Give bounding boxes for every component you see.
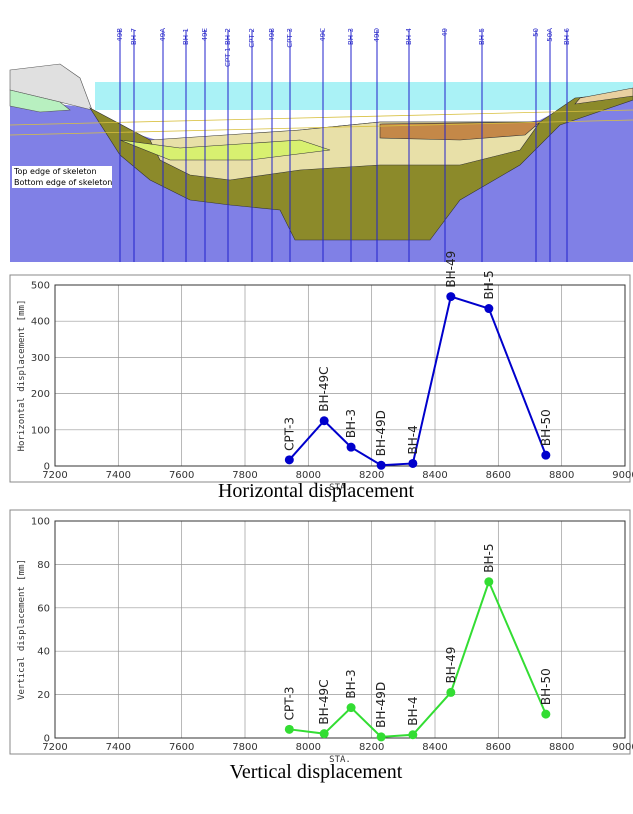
x-tick-label: 7400: [106, 470, 131, 481]
data-point: [484, 577, 493, 586]
y-axis-title: Vertical displacement [mm]: [17, 559, 27, 700]
data-point: [285, 455, 294, 464]
x-tick-label: 7800: [232, 742, 257, 753]
point-label: BH-5: [482, 544, 496, 573]
point-label: BH-49D: [374, 410, 388, 456]
x-tick-label: 7600: [169, 470, 194, 481]
borehole-label: 49: [441, 28, 449, 37]
borehole-label: BH-7: [130, 28, 138, 45]
water: [95, 82, 633, 110]
y-tick-label: 60: [37, 603, 50, 614]
borehole-label: 49C: [319, 28, 327, 42]
x-tick-label: 8600: [486, 742, 511, 753]
x-tick-label: 7400: [106, 742, 131, 753]
y-tick-label: 300: [31, 353, 50, 364]
point-label: BH-49: [444, 647, 458, 684]
data-point: [408, 459, 417, 468]
point-label: BH-50: [539, 409, 553, 446]
x-tick-label: 8600: [486, 470, 511, 481]
borehole-label: BH-3: [347, 28, 355, 45]
y-tick-label: 80: [37, 560, 50, 571]
point-label: BH-3: [344, 669, 358, 698]
x-tick-label: 8400: [422, 470, 447, 481]
page: {"section": {"boreholes": ["49B", "BH-7"…: [0, 0, 633, 814]
point-label: CPT-3: [282, 687, 296, 721]
borehole-label: 49B: [268, 28, 276, 42]
data-point: [377, 461, 386, 470]
borehole-label: BH-6: [563, 27, 571, 45]
y-axis-title: Horizontal displacement [mm]: [17, 300, 27, 452]
borehole-label: 49A: [159, 28, 167, 42]
x-tick-label: 8800: [549, 470, 574, 481]
y-tick-label: 100: [31, 517, 50, 528]
data-point: [484, 304, 493, 313]
borehole-label: 49B: [116, 28, 124, 42]
caption: Vertical displacement: [230, 761, 403, 783]
y-tick-label: 20: [37, 690, 50, 701]
point-label: BH-5: [482, 270, 496, 299]
skeleton-top-label: Top edge of skeleton: [13, 167, 97, 176]
figure: Top edge of skeleton Bottom edge of skel…: [0, 0, 633, 814]
skeleton-bottom-label: Bottom edge of skeleton: [14, 178, 112, 187]
caption: Horizontal displacement: [218, 480, 414, 502]
data-point: [408, 730, 417, 739]
y-tick-label: 40: [37, 647, 50, 658]
data-point: [320, 416, 329, 425]
borehole-label: BH-4: [405, 27, 413, 45]
data-point: [347, 703, 356, 712]
borehole-label: CPT-1 BH-2: [224, 28, 232, 67]
y-tick-label: 200: [31, 389, 50, 400]
borehole-label: CPT-3: [286, 28, 294, 48]
y-tick-label: 0: [44, 734, 50, 745]
y-tick-label: 500: [31, 281, 50, 292]
data-point: [446, 292, 455, 301]
point-label: CPT-3: [282, 417, 296, 451]
y-tick-label: 400: [31, 317, 50, 328]
data-point: [541, 451, 550, 460]
data-point: [377, 732, 386, 741]
borehole-label: 50: [532, 28, 540, 37]
borehole-label: 49D: [373, 28, 381, 42]
point-label: BH-4: [406, 425, 420, 454]
point-label: BH-49D: [374, 682, 388, 728]
point-label: BH-49C: [317, 679, 331, 724]
point-label: BH-49: [444, 251, 458, 288]
x-tick-label: 8800: [549, 742, 574, 753]
cross-section: Top edge of skeleton Bottom edge of skel…: [10, 27, 633, 262]
data-point: [347, 443, 356, 452]
point-label: BH-49C: [317, 367, 331, 412]
y-tick-label: 0: [44, 462, 50, 473]
data-point: [446, 688, 455, 697]
x-tick-label: 7600: [169, 742, 194, 753]
borehole-label: CPT-2: [248, 28, 256, 48]
x-tick-label: 8200: [359, 742, 384, 753]
borehole-label: BH-1: [182, 28, 190, 45]
data-point: [541, 710, 550, 719]
y-tick-label: 100: [31, 425, 50, 436]
x-tick-label: 8400: [422, 742, 447, 753]
point-label: BH-3: [344, 409, 358, 438]
borehole-label: BH-5: [478, 28, 486, 45]
point-label: BH-4: [406, 697, 420, 726]
borehole-label: 50A: [546, 28, 554, 42]
x-tick-label: 8000: [296, 742, 321, 753]
borehole-label: 49E: [201, 28, 209, 41]
point-label: BH-50: [539, 668, 553, 705]
data-point: [320, 729, 329, 738]
data-point: [285, 725, 294, 734]
